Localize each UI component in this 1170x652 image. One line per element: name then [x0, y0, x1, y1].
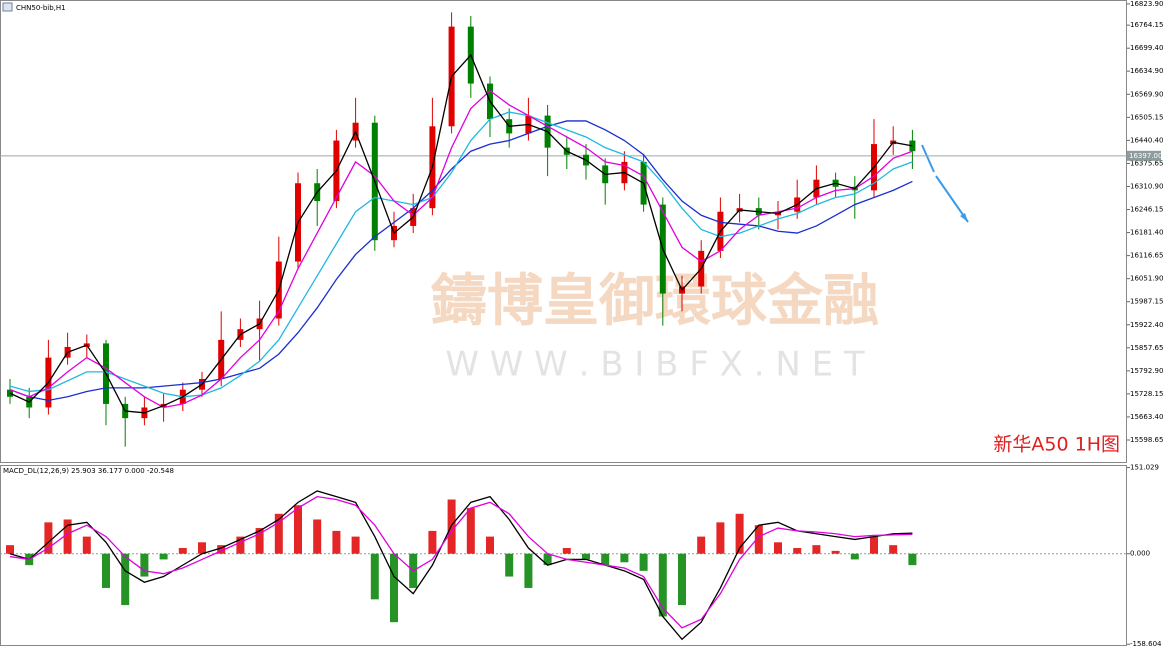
watermark-url: W W W . B I B F X . N E T — [445, 345, 865, 385]
y-tick-label: 16051.90 — [1130, 275, 1163, 283]
histogram-bar — [466, 508, 475, 554]
price-box — [1127, 150, 1161, 161]
y-tick-label: 15857.65 — [1130, 344, 1163, 352]
histogram-bar — [716, 522, 725, 554]
y-tick-label: 16634.90 — [1130, 67, 1163, 75]
histogram-bar — [658, 553, 667, 617]
y-tick-label: 16823.90 — [1130, 0, 1163, 8]
y-tick-label: 16569.90 — [1130, 90, 1163, 98]
main-frame — [0, 0, 1127, 463]
histogram-bar — [236, 536, 245, 554]
histogram-bar — [601, 553, 610, 566]
histogram-bar — [486, 536, 494, 554]
histogram-bar — [82, 536, 91, 554]
histogram-bar — [735, 513, 744, 554]
histogram-bar — [582, 553, 590, 560]
histogram-bar — [63, 519, 72, 554]
histogram-bar — [524, 553, 533, 588]
moving-average — [9, 53, 913, 414]
histogram-bar — [889, 545, 898, 554]
histogram-bar — [697, 536, 706, 554]
histogram-bar — [562, 548, 571, 554]
histogram-bar — [294, 505, 302, 554]
histogram-bar — [332, 530, 341, 554]
histogram-bar — [351, 536, 360, 554]
price-label: 16397.00 — [1129, 152, 1162, 160]
y-tick-label: -158.604 — [1130, 640, 1162, 648]
annotation: 新华A50 1H图 — [993, 434, 1120, 456]
arrow — [921, 144, 969, 223]
histogram-bar — [313, 519, 322, 554]
symbol-icon — [2, 2, 13, 12]
histogram-bar — [217, 545, 226, 554]
histogram-bar — [850, 553, 859, 560]
histogram-bar — [812, 545, 821, 554]
histogram-bar — [6, 545, 14, 554]
histogram-bar — [140, 553, 149, 577]
y-tick-label: 15598.65 — [1130, 436, 1163, 444]
histogram-bar — [159, 553, 168, 560]
histogram-bar — [44, 522, 53, 554]
y-tick-label: 16505.15 — [1130, 113, 1163, 121]
y-tick-label: 15663.40 — [1130, 413, 1163, 421]
y-tick-label: 0.000 — [1130, 550, 1150, 558]
y-tick-label: 15792.90 — [1130, 367, 1163, 375]
histogram-bar — [274, 513, 283, 554]
histogram-bar — [774, 542, 782, 554]
histogram-bar — [505, 553, 514, 577]
y-tick-label: 16699.40 — [1130, 44, 1163, 52]
macd-line — [9, 495, 913, 629]
histogram-bar — [620, 553, 629, 563]
histogram-bar — [121, 553, 130, 606]
y-tick-label: 15922.40 — [1130, 321, 1163, 329]
histogram-bar — [198, 542, 206, 554]
histogram-bar — [793, 548, 802, 554]
histogram-bar — [390, 553, 398, 623]
histogram-bar — [178, 548, 187, 554]
macd-line — [9, 490, 913, 641]
histogram-bar — [639, 553, 648, 571]
histogram-bar — [102, 553, 110, 588]
y-tick-label: 151.029 — [1130, 464, 1159, 472]
histogram-bar — [754, 525, 763, 554]
histogram-bar — [543, 553, 552, 566]
y-tick-label: 15987.15 — [1130, 298, 1163, 306]
histogram-bar — [831, 550, 840, 554]
histogram-bar — [678, 553, 686, 606]
moving-average — [9, 111, 913, 398]
chart-title: CHN50-bib,H1 — [16, 4, 66, 12]
y-tick-label: 16310.90 — [1130, 182, 1163, 190]
macd-frame — [0, 465, 1127, 646]
arrow-head — [960, 213, 968, 222]
watermark: 鑄博皇御環球金融 — [431, 269, 879, 334]
y-tick-label: 16246.15 — [1130, 206, 1163, 214]
histogram-bar — [870, 536, 878, 554]
y-tick-label: 16440.40 — [1130, 136, 1163, 144]
moving-average — [9, 120, 913, 402]
macd-title: MACD_DL(12,26,9) 25.903 36.177 0.000 -20… — [3, 467, 174, 475]
y-tick-label: 16375.65 — [1130, 159, 1163, 167]
histogram-bar — [370, 553, 379, 600]
y-tick-label: 15728.15 — [1130, 390, 1163, 398]
y-tick-label: 16116.65 — [1130, 252, 1163, 260]
y-tick-label: 16181.40 — [1130, 229, 1163, 237]
histogram-bar — [255, 528, 264, 554]
histogram-bar — [908, 553, 917, 566]
y-tick-label: 16764.15 — [1130, 21, 1163, 29]
moving-average — [9, 89, 913, 409]
histogram-bar — [428, 530, 437, 554]
